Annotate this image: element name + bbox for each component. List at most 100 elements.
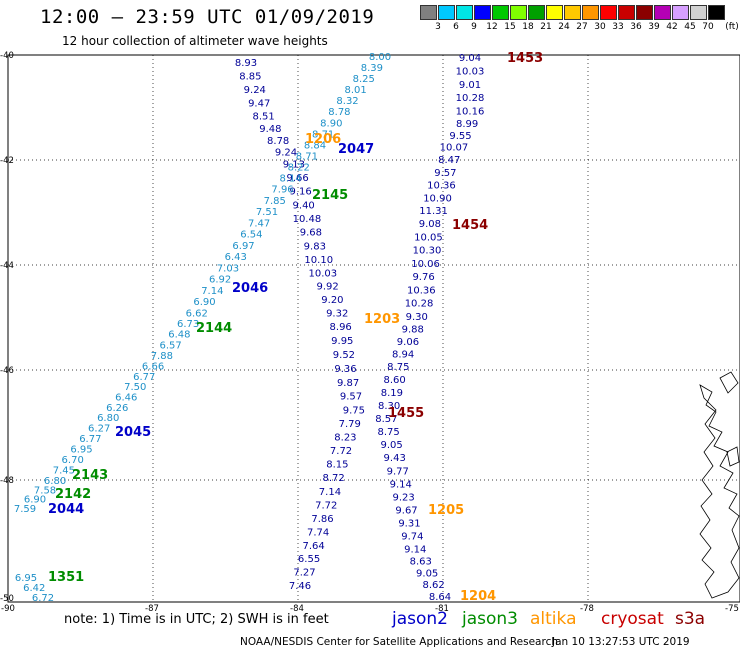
swh-value: 9.57 (434, 168, 456, 179)
legend-value-label: 3 (435, 22, 441, 32)
pass-time-2143: 2143 (72, 468, 108, 483)
swh-value: 10.90 (423, 193, 452, 204)
swh-value: 7.86 (311, 514, 333, 525)
swh-value: 7.74 (307, 527, 329, 538)
swh-value: 6.73 (177, 319, 199, 330)
latitude-label: -46 (0, 366, 14, 376)
swh-value: 6.42 (23, 583, 45, 594)
swh-value: 8.94 (392, 349, 414, 360)
swh-value: 6.77 (79, 434, 101, 445)
swh-value: 10.28 (456, 93, 485, 104)
swh-value: 7.85 (264, 196, 286, 207)
swh-value: 9.92 (317, 282, 339, 293)
swh-value: 9.52 (333, 350, 355, 361)
swh-value: 6.26 (106, 403, 128, 414)
swh-value: 6.77 (133, 372, 155, 383)
color-legend (420, 5, 726, 20)
credit-line: NOAA/NESDIS Center for Satellite Applica… (240, 636, 558, 648)
mission-jason2: jason2 (392, 609, 448, 629)
swh-value: 8.00 (369, 52, 391, 63)
swh-value: 9.77 (387, 466, 409, 477)
generation-timestamp: Jan 10 13:27:53 UTC 2019 (552, 636, 690, 648)
coastline (699, 371, 740, 599)
swh-value: 9.31 (398, 519, 420, 530)
pass-time-1351: 1351 (48, 570, 84, 585)
legend-swatch (438, 5, 455, 20)
track-ne-cyan: 8.008.398.258.018.328.788.908.718.848.71… (14, 52, 391, 515)
swh-value: 7.72 (330, 446, 352, 457)
swh-value: 7.46 (289, 581, 311, 592)
legend-swatch (564, 5, 581, 20)
pass-time-2144: 2144 (196, 321, 232, 336)
swh-value: 9.47 (248, 98, 270, 109)
swh-value: 6.95 (15, 573, 37, 584)
swh-value: 6.97 (232, 241, 254, 252)
legend-value-label: 45 (684, 22, 696, 32)
swh-value: 8.64 (429, 592, 451, 603)
swh-value: 8.25 (353, 74, 375, 85)
swh-value: 8.63 (410, 557, 432, 568)
swh-value: 7.72 (315, 500, 337, 511)
swh-value: 8.96 (330, 322, 352, 333)
swh-value: 9.20 (321, 295, 343, 306)
coastline-island (719, 371, 739, 394)
swh-value: 8.62 (422, 580, 444, 591)
longitude-label: -75 (725, 604, 739, 614)
legend-swatch (420, 5, 437, 20)
swh-value: 8.14 (279, 173, 301, 184)
swh-value: 6.80 (97, 413, 119, 424)
legend-value-label: 42 (666, 22, 678, 32)
swh-value: 6.55 (298, 554, 320, 565)
latitude-label: -44 (0, 261, 14, 271)
legend-swatch (582, 5, 599, 20)
swh-value: 9.08 (419, 219, 441, 230)
legend-value-label: 36 (630, 22, 642, 32)
swh-value: 9.24 (244, 85, 266, 96)
swh-value: 10.48 (293, 214, 322, 225)
swh-value: 6.43 (225, 252, 247, 263)
track-sw-cyan: 6.956.426.72 (15, 573, 54, 604)
swh-value: 9.05 (381, 440, 403, 451)
longitude-label: -78 (580, 604, 594, 614)
swh-value: 9.75 (343, 406, 365, 417)
pass-time-1203: 1203 (364, 312, 400, 327)
swh-value: 6.46 (115, 393, 137, 404)
legend-swatch (708, 5, 725, 20)
chart-subtitle: 12 hour collection of altimeter wave hei… (62, 34, 328, 48)
swh-value: 8.39 (361, 63, 383, 74)
legend-swatch (474, 5, 491, 20)
swh-value: 8.93 (235, 58, 257, 69)
pass-time-1454: 1454 (452, 218, 488, 233)
swh-value: 10.16 (456, 107, 485, 118)
latitude-label: -40 (0, 51, 14, 61)
swh-value: 9.67 (395, 505, 417, 516)
swh-value: 8.99 (456, 119, 478, 130)
swh-value: 11.31 (419, 206, 448, 217)
legend-value-label: 70 (702, 22, 714, 32)
mission-cryosat: cryosat (601, 609, 664, 629)
swh-value: 9.14 (404, 545, 426, 556)
legend-value-label: 27 (576, 22, 588, 32)
longitude-label: -87 (145, 604, 159, 614)
legend-value-label: 30 (594, 22, 606, 32)
track-west-navy: 8.938.859.249.478.519.488.789.249.139.66… (235, 58, 365, 592)
legend-swatch (654, 5, 671, 20)
longitude-label: -84 (290, 604, 304, 614)
swh-value: 8.78 (328, 107, 350, 118)
swh-value: 7.51 (256, 207, 278, 218)
swh-value: 7.27 (293, 568, 315, 579)
swh-value: 10.10 (304, 255, 333, 266)
swh-value: 7.64 (302, 541, 324, 552)
legend-value-label: 12 (486, 22, 498, 32)
latitude-label: -48 (0, 476, 14, 486)
mission-s3a: s3a (675, 609, 706, 629)
swh-value: 9.32 (326, 308, 348, 319)
swh-value: 6.95 (70, 444, 92, 455)
swh-value: 8.23 (334, 432, 356, 443)
legend-swatch (690, 5, 707, 20)
swh-tracks: 9.04 10.03 9.01 10.28 10.168.999.5510.078.47… (14, 52, 484, 604)
swh-value: 9.23 (393, 492, 415, 503)
pass-time-2046: 2046 (232, 281, 268, 296)
swh-value: 10.05 (414, 232, 443, 243)
swh-value: 7.14 (201, 286, 223, 297)
